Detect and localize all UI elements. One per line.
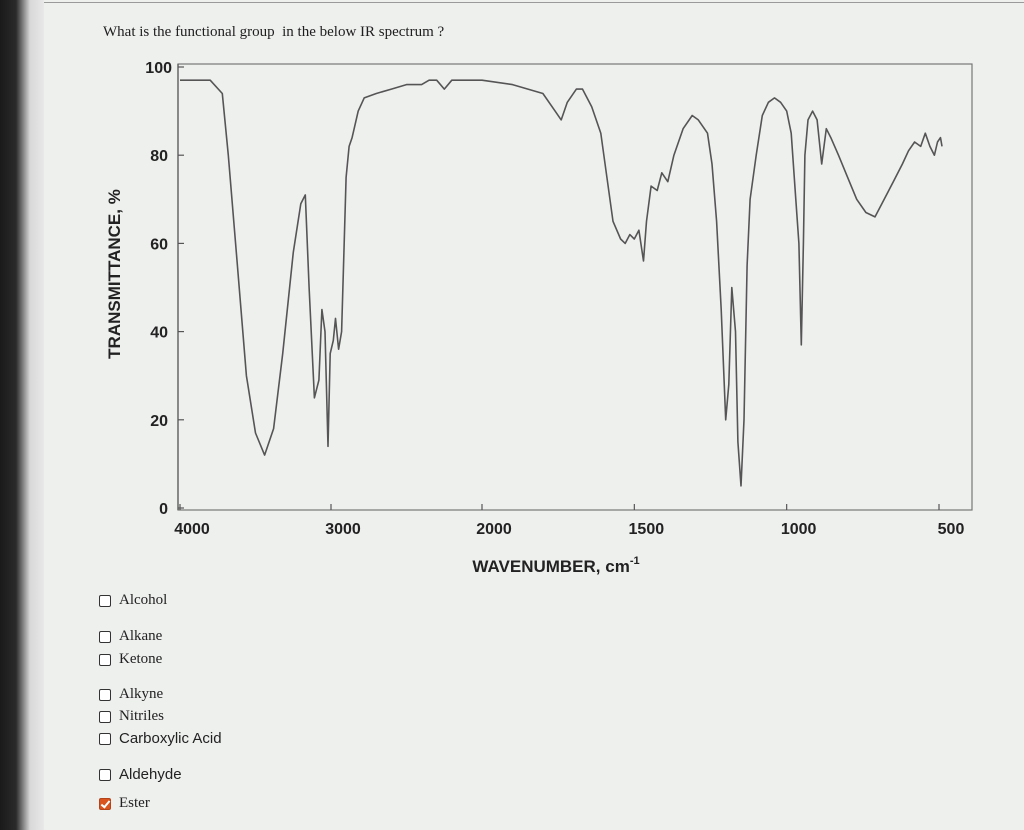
top-divider <box>44 2 1024 3</box>
option-label: Aldehyde <box>119 766 182 783</box>
checkbox[interactable] <box>99 653 111 666</box>
checkbox[interactable] <box>99 732 111 745</box>
checkbox[interactable] <box>99 768 111 781</box>
checkbox[interactable] <box>99 710 111 723</box>
option-label: Carboxylic Acid <box>119 730 222 747</box>
y-axis-title: TRANSMITTANCE, % <box>105 189 124 359</box>
x-tick-label: 1000 <box>781 521 817 538</box>
option-ester[interactable]: Ester <box>99 795 150 812</box>
option-label: Alcohol <box>119 592 168 608</box>
option-label: Ester <box>119 795 150 811</box>
y-axis-ticks: 0 20 40 60 80 100 <box>145 60 184 518</box>
option-aldehyde[interactable]: Aldehyde <box>99 766 182 783</box>
x-axis-title-superscript: -1 <box>630 555 640 567</box>
y-tick-label: 60 <box>150 236 168 253</box>
checkbox[interactable] <box>99 630 111 643</box>
option-label: Alkane <box>119 628 163 644</box>
x-tick-label: 500 <box>938 521 965 538</box>
option-label: Ketone <box>119 651 163 667</box>
x-tick-label: 4000 <box>174 521 210 538</box>
ir-spectrum-chart: 0 20 40 60 80 100 4000 3000 2000 1500 1000 500 WAV… <box>105 60 973 576</box>
checked-checkbox[interactable] <box>99 797 111 810</box>
option-ketone[interactable]: Ketone <box>99 651 162 668</box>
option-alkane[interactable]: Alkane <box>99 628 162 645</box>
checkbox[interactable] <box>99 594 111 607</box>
plot-frame <box>177 63 973 511</box>
y-tick-label: 40 <box>150 325 168 342</box>
option-carboxylic-acid[interactable]: Carboxylic Acid <box>99 730 222 747</box>
monitor-bezel <box>0 0 44 830</box>
question-text: What is the functional group in the belo… <box>103 24 445 40</box>
x-axis-ticks: 4000 3000 2000 1500 1000 500 <box>174 504 964 538</box>
y-tick-label: 20 <box>150 413 168 430</box>
option-nitriles[interactable]: Nitriles <box>99 708 164 725</box>
x-tick-label: 2000 <box>476 521 512 538</box>
spectrum-line <box>180 79 943 487</box>
y-tick-label: 100 <box>145 60 172 77</box>
option-label: Nitriles <box>119 708 164 724</box>
y-tick-label: 80 <box>150 148 168 165</box>
x-tick-label: 3000 <box>325 521 361 538</box>
y-tick-label: 0 <box>159 501 168 518</box>
x-axis-title: WAVENUMBER, cm-1 <box>472 555 639 576</box>
option-alcohol[interactable]: Alcohol <box>99 592 167 609</box>
option-alkyne[interactable]: Alkyne <box>99 686 163 703</box>
checkbox[interactable] <box>99 688 111 701</box>
x-tick-label: 1500 <box>629 521 665 538</box>
option-label: Alkyne <box>119 686 164 702</box>
